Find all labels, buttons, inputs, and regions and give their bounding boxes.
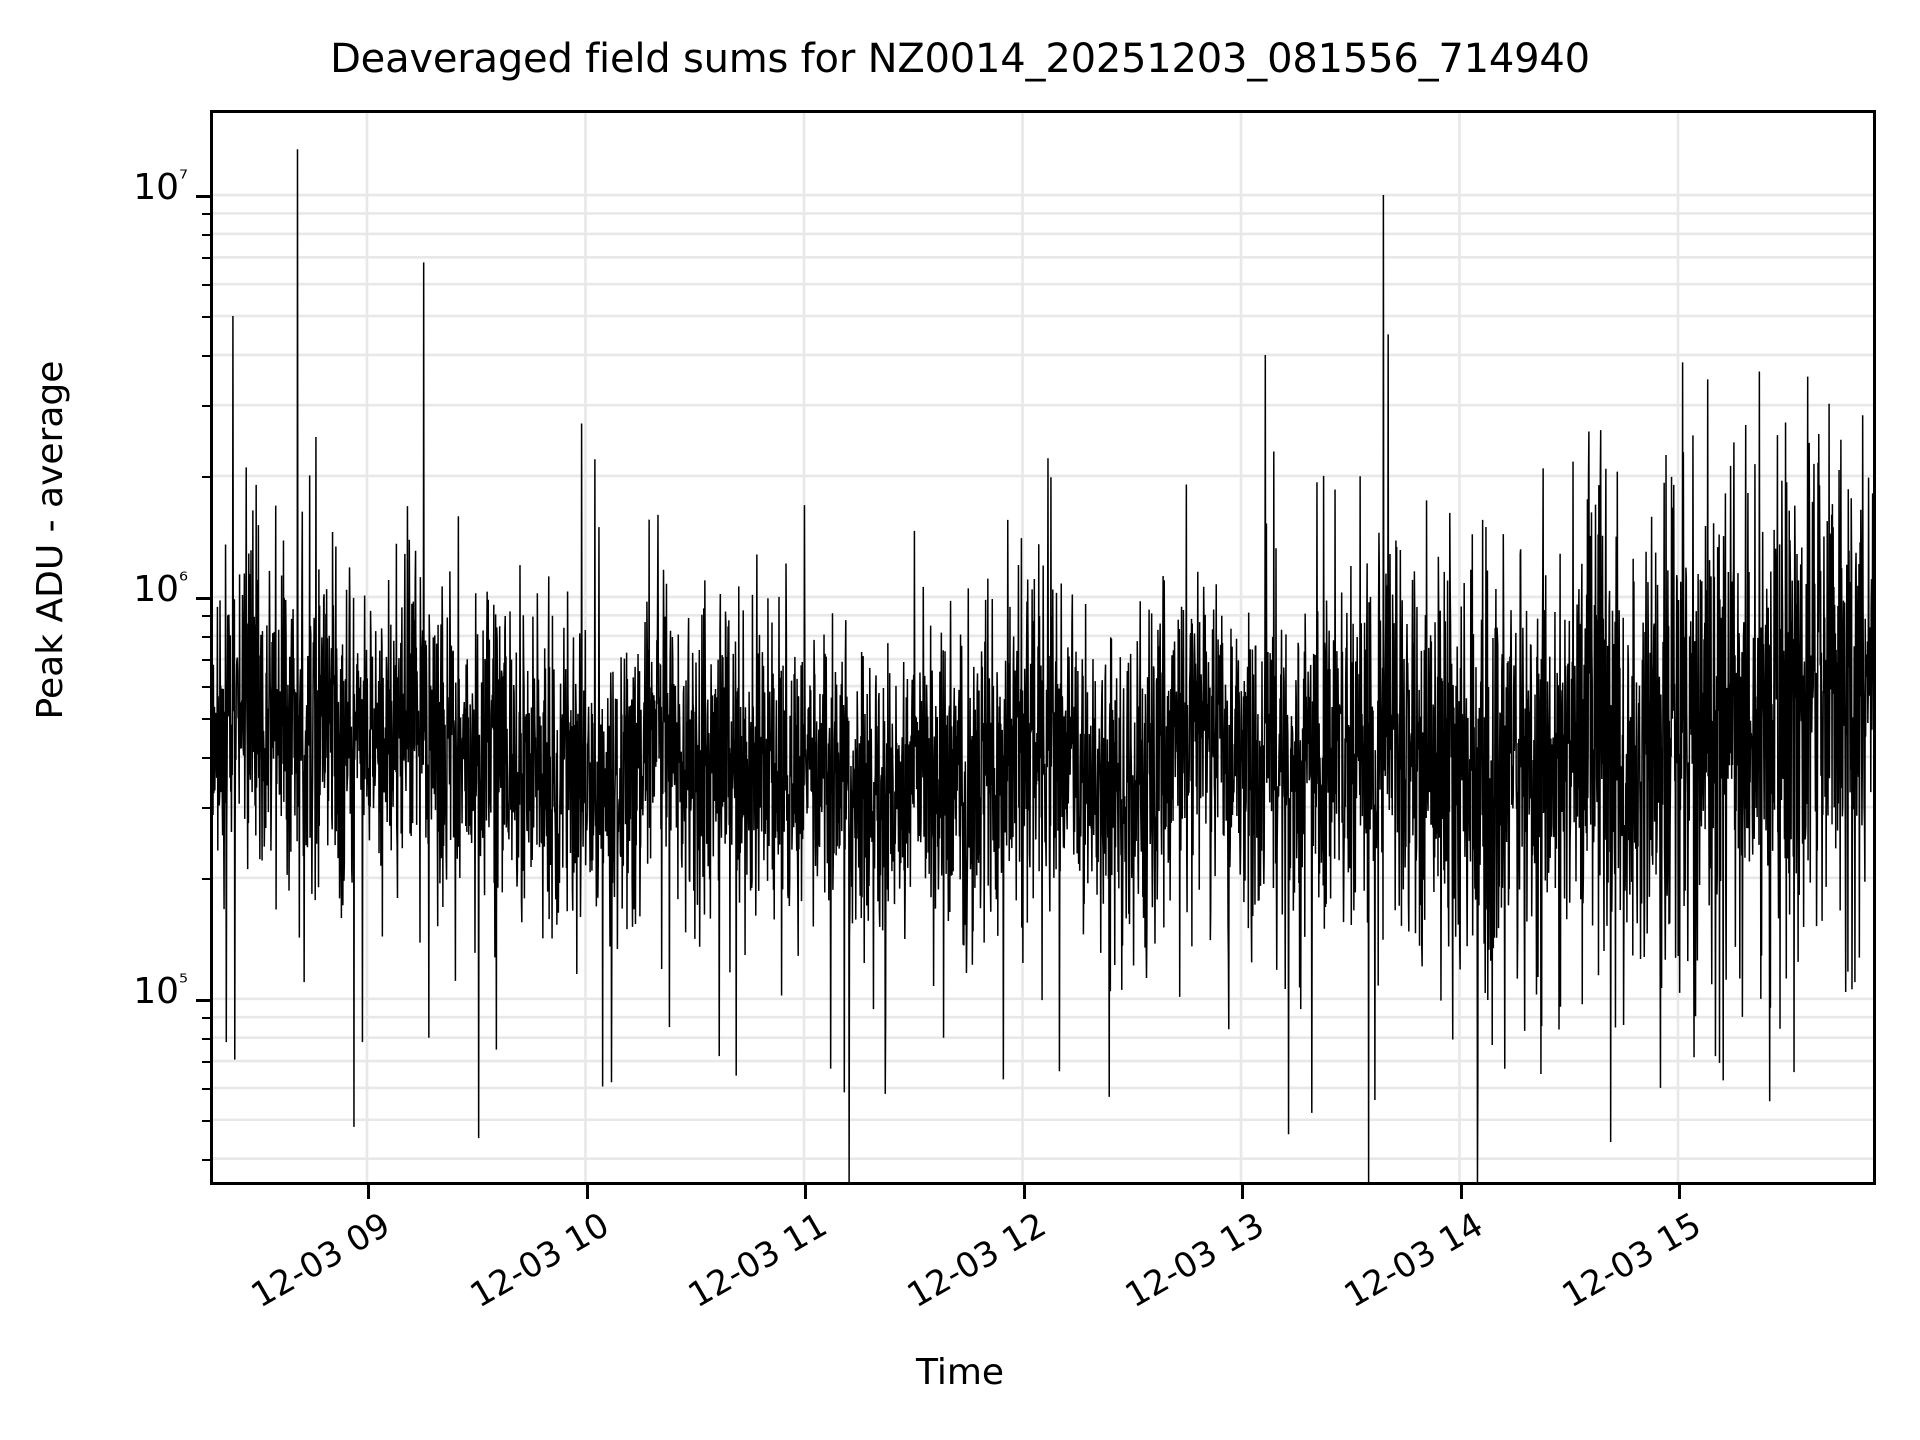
y-tick-mark-minor	[202, 1119, 210, 1122]
y-tick-label: 10⁵	[133, 969, 188, 1012]
y-tick-mark-minor	[202, 1087, 210, 1090]
x-tick-label: 12-03 11	[681, 1205, 834, 1317]
x-tick-label: 12-03 13	[1118, 1205, 1271, 1317]
y-tick-mark	[196, 195, 210, 198]
data-series-line	[213, 113, 1873, 1182]
x-tick-mark	[367, 1185, 370, 1199]
y-tick-mark-minor	[202, 807, 210, 809]
x-tick-mark	[1022, 1185, 1026, 1199]
x-tick-label: 12-03 12	[900, 1205, 1053, 1317]
x-tick-label: 12-03 09	[244, 1205, 397, 1317]
x-tick-label: 12-03 14	[1337, 1205, 1490, 1317]
y-tick-mark-minor	[202, 405, 210, 408]
y-tick-mark-minor	[202, 213, 210, 216]
y-tick-mark-minor	[202, 615, 210, 618]
x-axis-label: Time	[915, 1352, 1005, 1393]
x-tick-mark	[1678, 1185, 1681, 1199]
x-tick-mark	[1241, 1185, 1244, 1199]
y-tick-label: 10⁶	[133, 567, 188, 610]
plot-area	[210, 110, 1876, 1185]
y-tick-mark-minor	[202, 234, 210, 236]
y-tick-mark-minor	[202, 756, 210, 759]
y-tick-mark-minor	[202, 1017, 210, 1020]
x-tick-mark	[804, 1185, 807, 1199]
y-tick-mark	[196, 596, 210, 600]
y-tick-mark-minor	[202, 686, 210, 689]
y-tick-mark-minor	[202, 316, 210, 318]
y-tick-mark-minor	[202, 475, 210, 478]
chart-title: Deaveraged field sums for NZ0014_2025120…	[330, 36, 1590, 82]
y-axis-label: Peak ADU - average	[30, 360, 71, 720]
y-tick-mark-minor	[202, 717, 210, 720]
x-tick-label: 12-03 10	[463, 1205, 616, 1317]
y-tick-mark-minor	[202, 355, 210, 357]
x-tick-mark	[1459, 1185, 1463, 1199]
x-tick-mark	[585, 1185, 589, 1199]
x-tick-label: 12-03 15	[1555, 1205, 1708, 1317]
y-tick-mark-minor	[202, 1158, 210, 1161]
y-tick-mark-minor	[202, 635, 210, 638]
y-tick-mark	[196, 998, 210, 1002]
y-tick-label: 10⁷	[133, 166, 188, 208]
y-tick-mark-minor	[202, 257, 210, 260]
y-tick-mark-minor	[202, 1037, 210, 1040]
y-tick-mark-minor	[202, 877, 210, 880]
y-tick-mark-minor	[202, 1061, 210, 1063]
grid-lines	[213, 113, 1873, 1182]
y-tick-mark-minor	[202, 284, 210, 287]
y-tick-mark-minor	[202, 659, 210, 662]
